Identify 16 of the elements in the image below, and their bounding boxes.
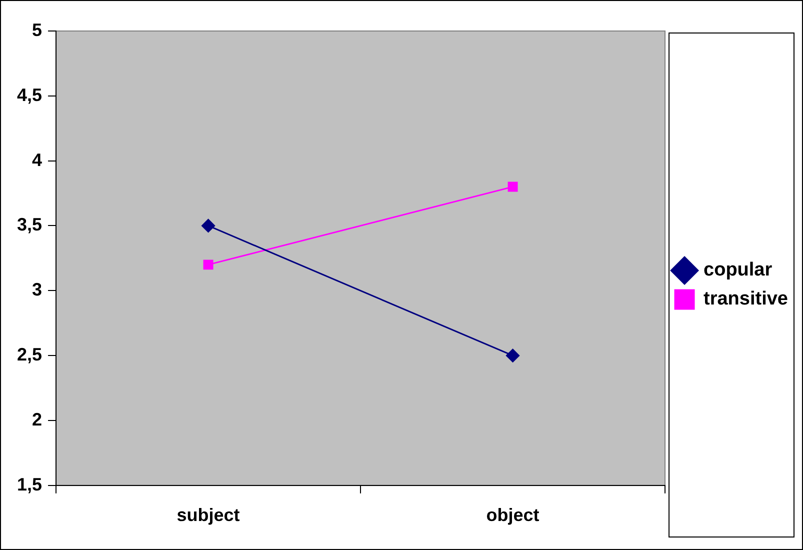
legend-label: transitive: [704, 288, 788, 310]
y-tick-label: 3,5: [16, 214, 42, 235]
y-tick-label: 3: [32, 280, 42, 300]
y-tick-label: 4: [32, 150, 42, 170]
point: [203, 260, 214, 270]
legend-label: copular: [704, 260, 773, 281]
y-tick-label: 4,5: [16, 84, 42, 105]
point: [202, 218, 216, 232]
y-tick-label: 1,5: [16, 474, 42, 494]
y-tick-label: 2: [32, 409, 42, 430]
point: [506, 348, 520, 362]
x-tick-label: subject: [176, 505, 240, 526]
y-tick-label: 5: [32, 20, 42, 40]
point: [508, 182, 518, 192]
x-tick-label: object: [486, 505, 540, 526]
y-tick-label: 2,5: [16, 344, 42, 365]
